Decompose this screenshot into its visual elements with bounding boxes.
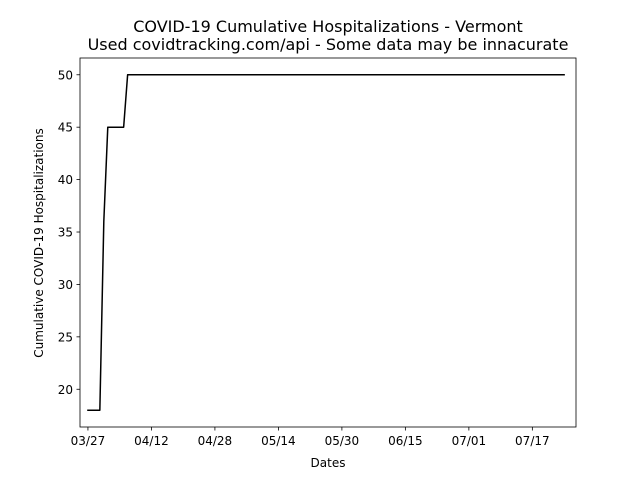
x-axis-label: Dates	[311, 456, 346, 470]
y-tick-label: 25	[58, 330, 73, 344]
x-tick-label: 05/30	[325, 434, 360, 448]
chart-subtitle: Used covidtracking.com/api - Some data m…	[88, 35, 569, 54]
x-tick-label: 03/27	[71, 434, 106, 448]
x-tick-label: 04/28	[198, 434, 233, 448]
series-line	[87, 74, 565, 411]
y-tick-label: 40	[58, 173, 73, 187]
y-tick-label: 30	[58, 278, 73, 292]
chart-title: COVID-19 Cumulative Hospitalizations - V…	[133, 17, 523, 36]
x-tick-label: 07/17	[515, 434, 550, 448]
plot-area: 20 25 30 35 40 45 50 03/27 04/12 04/28 05/14 05/30 0…	[58, 57, 577, 448]
y-tick-label: 20	[58, 383, 73, 397]
y-tick-label: 35	[58, 226, 73, 240]
x-tick-label: 04/12	[134, 434, 169, 448]
x-tick-label: 05/14	[261, 434, 296, 448]
x-tick-label: 07/01	[452, 434, 487, 448]
axes-frame	[79, 57, 577, 428]
x-tick-label: 06/15	[388, 434, 423, 448]
y-axis-label: Cumulative COVID-19 Hospitalizations	[32, 128, 46, 358]
y-tick-label: 45	[58, 121, 73, 135]
y-tick-label: 50	[58, 68, 73, 82]
